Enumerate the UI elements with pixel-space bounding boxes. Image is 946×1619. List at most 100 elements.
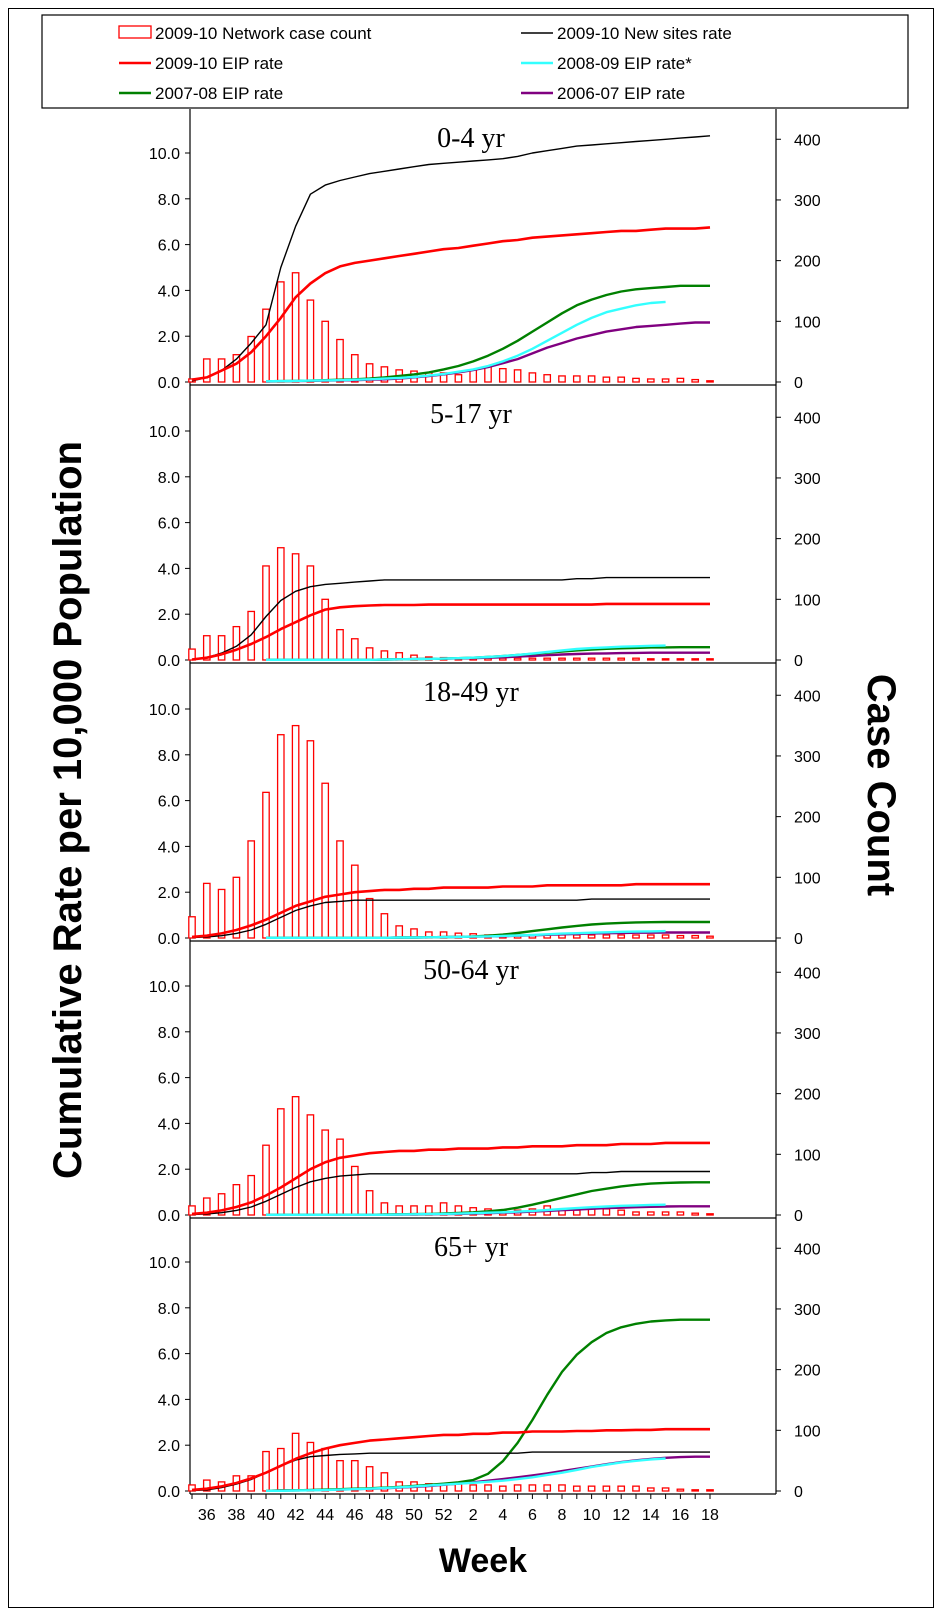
case-count-bar [676,658,685,661]
y-tick-label-right: 300 [794,193,821,210]
y-tick-label-right: 0 [794,1208,803,1225]
y-tick-label-left: 8.0 [158,1301,180,1318]
case-count-bar [691,1489,700,1492]
series-line-eip-2009 [191,602,710,661]
case-count-bar [676,934,685,939]
case-count-bar [572,934,581,939]
case-count-bar [380,1472,389,1492]
case-count-bar [188,648,196,661]
case-count-bar [336,1460,344,1492]
case-count-bar [706,1213,714,1216]
y-tick-label-right: 400 [794,688,821,705]
case-count-bar [232,1184,241,1216]
case-count-bar [350,1460,359,1492]
y-tick-label-right: 0 [794,931,803,948]
case-count-bar [247,1174,256,1216]
series-line-eip-2009 [191,1427,710,1492]
legend-label: 2007-08 EIP rate [155,84,283,103]
case-count-bar [706,658,714,661]
y-tick-label-right: 100 [794,592,821,609]
y-tick-label-left: 8.0 [158,748,180,765]
case-count-bar [617,376,626,383]
case-count-bar [232,876,241,939]
case-count-bar [587,375,596,383]
y-tick-label-left: 0.0 [158,375,180,392]
y-tick-label-left: 0.0 [158,931,180,948]
case-count-bar [276,281,285,383]
x-tick-label: 16 [672,1507,690,1524]
case-count-bar [247,1475,256,1492]
case-count-bar [691,934,700,939]
case-count-bar [513,657,522,661]
y-tick-label-right: 0 [794,375,803,392]
case-count-bar [558,657,566,661]
x-tick-label: 18 [701,1507,719,1524]
series-line-eip-2008 [265,300,666,383]
x-tick-label: 10 [583,1507,601,1524]
x-tick-label: 42 [287,1507,305,1524]
y-tick-label-right: 400 [794,132,821,149]
case-count-bar [306,1114,315,1216]
case-count-bar [558,1484,566,1492]
y-tick-label-right: 300 [794,749,821,766]
case-count-bar [661,1211,670,1216]
y-tick-label-right: 200 [794,532,821,549]
case-count-bar [528,372,537,383]
series-line-eip-2008 [266,1203,666,1216]
case-count-bar [632,1211,640,1216]
case-count-bar [646,378,655,383]
y-tick-label-left: 10.0 [149,146,180,163]
y-tick-label-right: 0 [794,1484,803,1501]
case-count-bar [291,1432,300,1492]
case-count-bar [306,565,315,661]
y-tick-label-left: 6.0 [158,238,180,255]
x-tick-label: 12 [612,1507,630,1524]
y-tick-label-left: 2.0 [158,885,180,902]
case-count-bar [617,1209,626,1216]
figure-frame [8,8,934,1608]
x-tick-label: 8 [558,1507,567,1524]
y-tick-label-left: 6.0 [158,1071,180,1088]
case-count-bar [661,934,670,939]
y-tick-label-left: 10.0 [149,424,180,441]
case-count-bar [276,734,285,939]
case-count-bar [543,1484,552,1492]
case-count-bar [676,377,685,383]
legend-box [41,14,909,109]
y-tick-label-right: 300 [794,1026,821,1043]
case-count-bar [188,916,196,939]
case-count-bar [321,1129,330,1216]
y-tick-label-left: 0.0 [158,1208,180,1225]
case-count-bar [232,625,241,661]
case-count-bar [632,377,640,383]
case-count-bar [691,1212,700,1216]
case-count-bar [188,1205,196,1216]
case-count-bar [395,925,404,939]
case-count-bar [543,657,552,661]
case-count-bar [350,354,359,383]
series-line-eip-2008 [266,1457,666,1492]
series-line-eip-2009 [191,1141,710,1216]
y-tick-label-right: 200 [794,1363,821,1380]
panel-title: 18-49 yr [423,677,519,708]
case-count-bar [513,1484,522,1492]
case-count-bar [528,1484,537,1492]
panel-title: 0-4 yr [437,123,505,154]
x-tick-label: 14 [642,1507,660,1524]
legend-label: 2006-07 EIP rate [557,84,685,103]
y-tick-label-right: 400 [794,965,821,982]
case-count-bar [498,1485,507,1492]
case-count-bar [306,299,315,383]
case-count-bar [232,354,241,383]
case-count-bar [646,1487,655,1492]
case-count-bar [365,647,374,661]
series-line-eip-2009 [191,226,711,381]
case-count-bar [454,374,463,383]
case-count-bar [291,553,300,661]
y-tick-label-right: 200 [794,810,821,827]
y-tick-label-right: 400 [794,1241,821,1258]
case-count-bar [188,1484,196,1492]
x-tick-label: 52 [435,1507,453,1524]
case-count-bar [365,897,374,939]
case-count-bar [587,1485,596,1492]
